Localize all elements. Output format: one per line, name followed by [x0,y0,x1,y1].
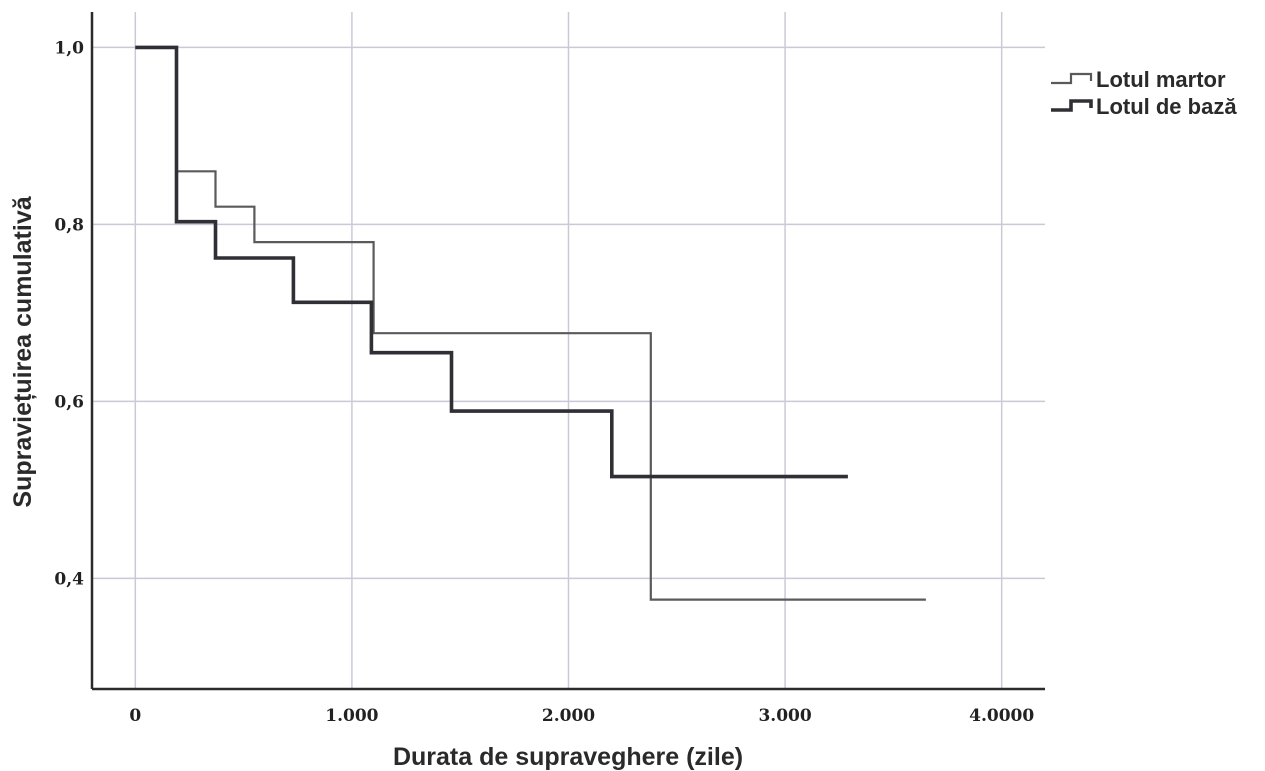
series-layer [135,45,926,601]
tick-labels: 0 1.000 2.000 3.000 4.0000 0,4 0,6 0,8 1,0 [54,38,1034,726]
grid-lines [92,12,1045,689]
legend-label: Lotul de bază [1096,94,1237,119]
legend-swatch [1051,72,1093,85]
x-tick-label: 2.000 [542,706,595,726]
x-tick-label: 4.0000 [969,706,1034,726]
axes [90,12,1045,691]
x-tick-label: 3.000 [758,706,811,726]
y-tick-label: 1,0 [54,38,84,58]
legend-swatch [1051,99,1093,112]
legend-label: Lotul martor [1096,67,1226,92]
y-axis-title: Supraviețuirea cumulativă [9,195,37,507]
y-tick-label: 0,6 [54,392,84,412]
y-tick-label: 0,4 [54,569,84,589]
x-axis-title: Durata de supraveghere (zile) [393,743,743,771]
x-tick-label: 1.000 [325,706,378,726]
x-tick-label: 0 [129,706,141,726]
series-line-2 [135,45,848,479]
y-tick-label: 0,8 [54,215,84,235]
series-line-1 [135,46,926,601]
